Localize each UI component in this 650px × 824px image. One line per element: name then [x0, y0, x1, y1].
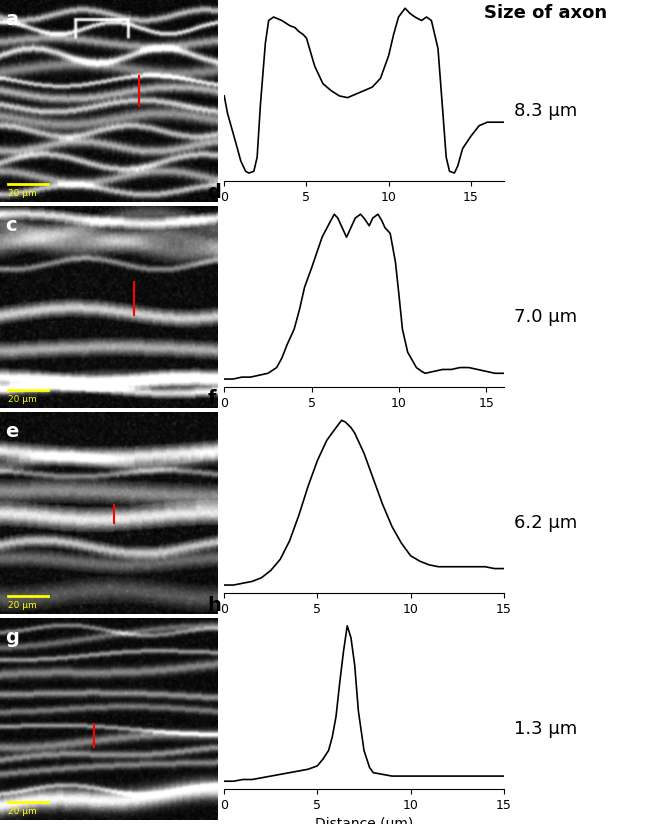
Text: Size of axon: Size of axon — [484, 4, 608, 22]
Text: d: d — [207, 184, 222, 203]
Text: 7.0 μm: 7.0 μm — [514, 308, 578, 326]
Text: 6.2 μm: 6.2 μm — [514, 514, 578, 532]
Text: 20 μm: 20 μm — [8, 395, 36, 404]
Text: h: h — [207, 596, 222, 615]
Text: 8.3 μm: 8.3 μm — [514, 102, 578, 120]
Text: 20 μm: 20 μm — [8, 601, 36, 610]
Text: f: f — [207, 390, 216, 409]
Text: 20 μm: 20 μm — [8, 807, 36, 816]
X-axis label: Distance (μm): Distance (μm) — [315, 817, 413, 824]
Text: 1.3 μm: 1.3 μm — [514, 720, 578, 738]
Text: 20 μm: 20 μm — [8, 189, 36, 198]
Text: g: g — [5, 628, 19, 647]
Text: a: a — [5, 10, 18, 29]
Text: c: c — [5, 216, 16, 235]
Text: e: e — [5, 422, 18, 441]
